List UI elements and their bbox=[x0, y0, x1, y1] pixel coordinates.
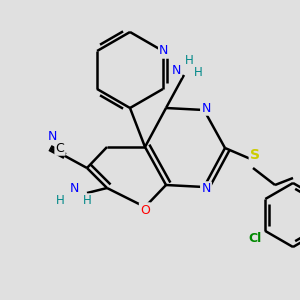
Text: N: N bbox=[171, 64, 181, 76]
Text: H: H bbox=[184, 53, 194, 67]
Text: Cl: Cl bbox=[249, 232, 262, 245]
Text: H: H bbox=[56, 194, 64, 208]
Text: H: H bbox=[194, 65, 202, 79]
Text: O: O bbox=[140, 203, 150, 217]
Text: N: N bbox=[159, 44, 169, 58]
Text: C: C bbox=[56, 142, 64, 154]
Text: N: N bbox=[47, 130, 57, 142]
Text: N: N bbox=[201, 182, 211, 196]
Text: H: H bbox=[82, 194, 91, 208]
Text: S: S bbox=[250, 148, 260, 162]
Text: N: N bbox=[201, 101, 211, 115]
Text: N: N bbox=[69, 182, 79, 194]
